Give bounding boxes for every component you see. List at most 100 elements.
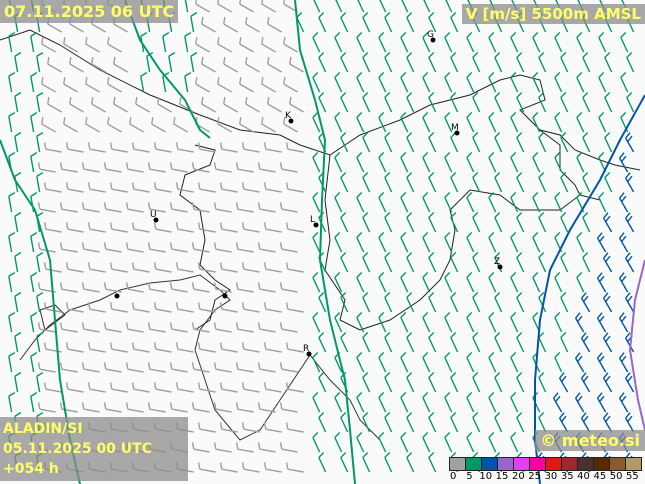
legend-label: 25 [528, 471, 541, 482]
wind-barb [14, 372, 22, 393]
wind-barb [201, 56, 216, 73]
wind-barb [516, 51, 525, 73]
wind-barb [466, 191, 475, 213]
wind-barb [423, 0, 431, 13]
wind-barb [235, 162, 254, 173]
wind-barb [312, 271, 321, 293]
wind-barb [362, 371, 371, 393]
wind-barb [384, 371, 393, 393]
wind-barb [14, 252, 22, 273]
wind-barb [624, 172, 635, 193]
wind-barb [91, 96, 106, 113]
wind-barb [285, 422, 304, 433]
model-name: ALADIN/SI [3, 421, 83, 437]
wind-barb [59, 202, 78, 213]
wind-barb [624, 372, 635, 393]
wind-barb [235, 242, 254, 253]
wind-barb [37, 162, 56, 173]
wind-barb [378, 431, 387, 453]
wind-barb [488, 111, 497, 133]
wind-barb [356, 311, 365, 333]
wind-barb [30, 72, 38, 93]
wind-barb [378, 111, 387, 133]
wind-barb [263, 142, 282, 153]
wind-barb [340, 51, 349, 73]
city-dot [313, 222, 319, 228]
wind-barb [356, 431, 365, 453]
wind-barb [444, 311, 453, 333]
wind-barb [195, 76, 210, 93]
wind-barb [532, 191, 541, 213]
wind-barb [103, 322, 122, 333]
wind-barb [624, 292, 635, 313]
wind-barb [596, 312, 607, 333]
wind-barb [175, 382, 194, 393]
wind-barb [279, 442, 298, 453]
wind-barb [63, 36, 78, 53]
wind-barb [406, 51, 415, 73]
wind-barb [223, 96, 238, 113]
wind-barb [406, 11, 415, 33]
wind-barb [30, 312, 38, 333]
legend-label: 40 [577, 471, 590, 482]
wind-barb [30, 232, 38, 253]
wind-barb [153, 262, 172, 273]
wind-barb [444, 271, 453, 293]
wind-barb [356, 111, 365, 133]
legend-label: 45 [593, 471, 607, 482]
wind-barb [147, 242, 166, 253]
isotach-10 [534, 94, 645, 484]
wind-barb [30, 152, 38, 173]
city-dot [306, 351, 312, 357]
wind-barb [340, 211, 349, 233]
wind-barb [147, 322, 166, 333]
wind-barb [318, 411, 327, 433]
wind-barb [213, 402, 232, 413]
wind-barb [81, 202, 100, 213]
wind-barb [488, 71, 497, 93]
wind-barb [560, 171, 569, 193]
isotach-5-east [294, 0, 356, 484]
wind-barb [109, 382, 128, 393]
wind-barb [140, 72, 148, 93]
wind-barb [624, 132, 635, 153]
legend-swatch [609, 457, 626, 471]
wind-barb [554, 111, 563, 133]
wind-barb [213, 202, 232, 213]
wind-barb [538, 171, 547, 193]
wind-barb [334, 431, 343, 453]
wind-barb [197, 182, 216, 193]
wind-barb [466, 71, 475, 93]
wind-barb [494, 91, 503, 113]
legend-label: 15 [495, 471, 509, 482]
wind-barb [147, 162, 166, 173]
wind-barb [620, 31, 629, 53]
wind-barb [488, 431, 497, 453]
wind-barb [400, 431, 409, 453]
wind-barb [618, 232, 629, 253]
wind-barb [241, 382, 260, 393]
wind-barb [510, 431, 519, 453]
wind-barb [552, 392, 563, 413]
wind-barb [378, 311, 387, 333]
legend-swatch [497, 457, 514, 471]
wind-barb [125, 362, 144, 373]
wind-barb [241, 302, 260, 313]
wind-barb [261, 116, 276, 133]
wind-barb [157, 96, 172, 113]
wind-barb [125, 242, 144, 253]
wind-barb [245, 16, 260, 33]
legend-swatch [465, 457, 482, 471]
wind-barb [257, 322, 276, 333]
wind-barb [279, 202, 298, 213]
wind-barb [241, 342, 260, 353]
wind-barb [488, 191, 497, 213]
wind-barb [334, 311, 343, 333]
wind-barb [257, 242, 276, 253]
wind-barb [153, 342, 172, 353]
wind-barb [560, 91, 569, 113]
wind-barb [602, 372, 613, 393]
wind-barb [47, 96, 62, 113]
wind-barb [618, 152, 629, 173]
wind-barb [219, 142, 238, 153]
